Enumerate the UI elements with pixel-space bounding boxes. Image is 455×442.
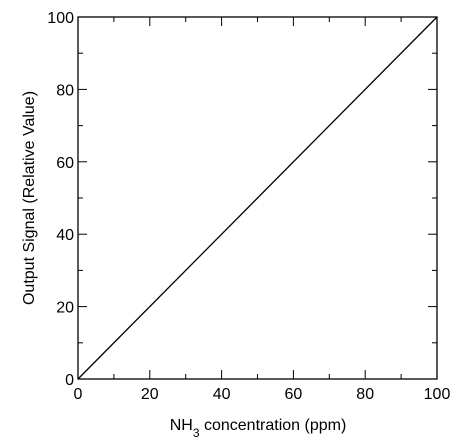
x-axis-title: NH3 concentration (ppm) [170,417,347,440]
y-tick-label: 80 [56,82,74,99]
x-axis-title-suffix: concentration (ppm) [200,417,347,434]
series-line [77,16,438,380]
y-tick-label: 20 [56,300,74,317]
x-tick-label: 100 [424,386,451,403]
series-layer [77,16,438,380]
x-tick-label: 20 [141,386,159,403]
y-tick-label: 40 [56,227,74,244]
x-axis-title-subscript: 3 [193,426,200,440]
x-tick-label: 0 [74,386,83,403]
x-tick-labels: 0 20 40 60 80 100 [74,386,451,403]
x-tick-label: 80 [356,386,374,403]
y-tick-label: 100 [47,10,74,27]
ticks-layer [77,16,438,380]
y-tick-label: 0 [65,372,74,389]
x-tick-label: 40 [213,386,231,403]
x-axis-title-prefix: NH [170,417,193,434]
plot-area: 0 20 40 60 80 100 0 20 40 60 80 100 [47,10,450,403]
y-tick-labels: 0 20 40 60 80 100 [47,10,74,389]
x-tick-label: 60 [285,386,303,403]
y-tick-label: 60 [56,155,74,172]
y-axis-title: Output Signal (Relative Value) [21,91,38,305]
